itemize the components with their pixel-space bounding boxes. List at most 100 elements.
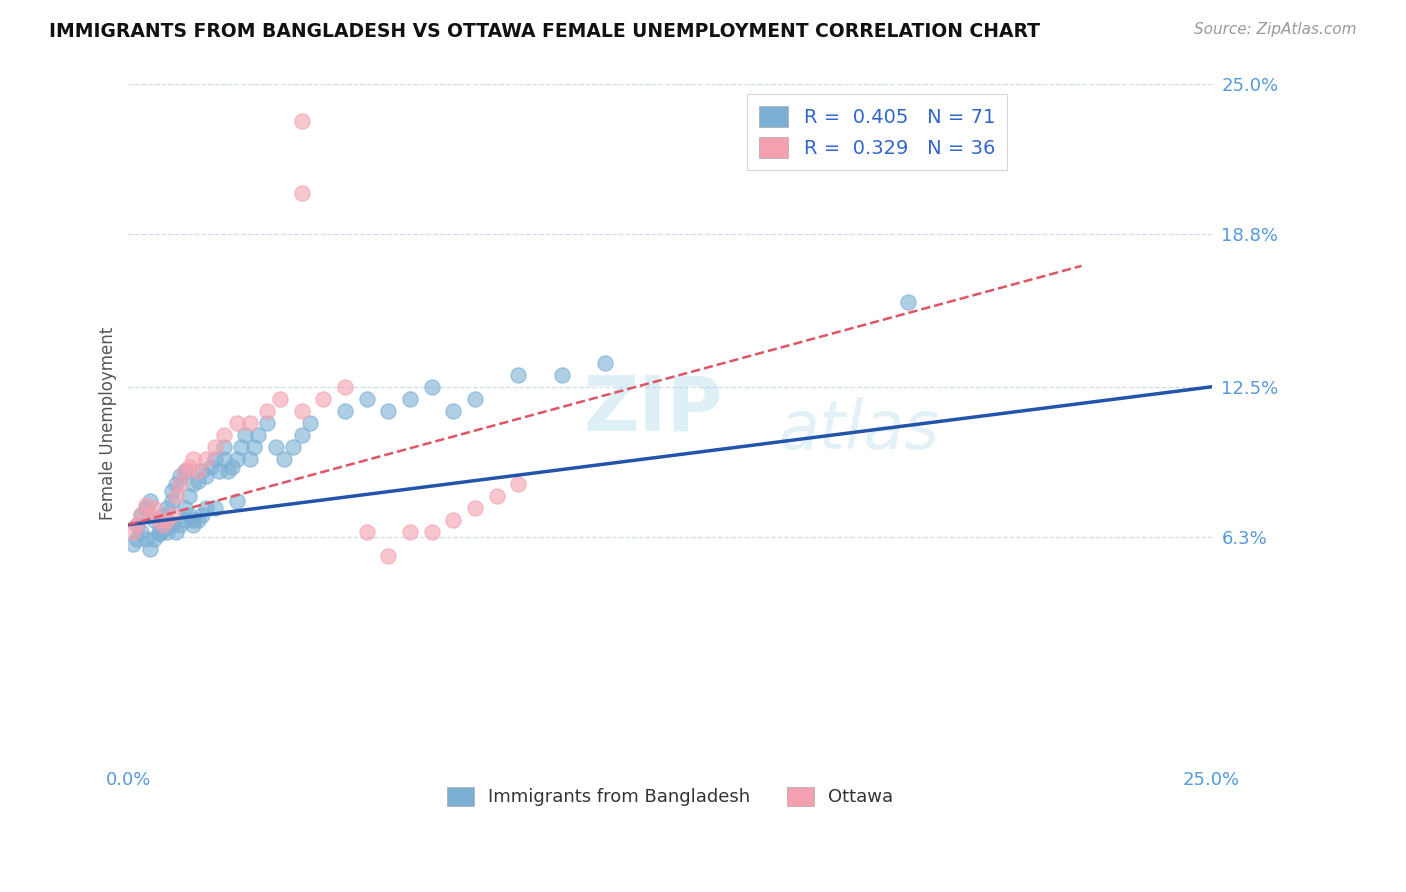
Point	[160, 493, 183, 508]
Point	[139, 508, 162, 522]
Point	[156, 513, 179, 527]
Text: Source: ZipAtlas.com: Source: ZipAtlas.com	[1194, 22, 1357, 37]
Point	[195, 500, 218, 515]
Point	[173, 500, 195, 515]
Point	[165, 489, 187, 503]
Point	[169, 517, 191, 532]
Point	[441, 513, 464, 527]
Point	[464, 500, 486, 515]
Point	[160, 508, 183, 522]
Point	[160, 517, 183, 532]
Point	[152, 517, 174, 532]
Point	[281, 440, 304, 454]
Point	[235, 428, 257, 442]
Point	[312, 392, 335, 406]
Point	[269, 392, 291, 406]
Point	[152, 517, 174, 532]
Point	[441, 404, 464, 418]
Point	[152, 523, 174, 537]
Point	[191, 465, 214, 479]
Point	[127, 517, 149, 532]
Point	[593, 356, 616, 370]
Point	[464, 392, 486, 406]
Point	[173, 465, 195, 479]
Point	[195, 469, 218, 483]
Point	[356, 392, 378, 406]
Point	[399, 524, 422, 539]
Point	[399, 392, 422, 406]
Point	[204, 500, 226, 515]
Point	[485, 489, 508, 503]
Legend: Immigrants from Bangladesh, Ottawa: Immigrants from Bangladesh, Ottawa	[440, 780, 900, 814]
Point	[169, 469, 191, 483]
Point	[179, 489, 201, 503]
Point	[173, 465, 195, 479]
Point	[131, 508, 153, 522]
Point	[204, 440, 226, 454]
Point	[333, 404, 356, 418]
Point	[165, 524, 187, 539]
Point	[143, 500, 166, 515]
Point	[160, 483, 183, 498]
Point	[243, 440, 266, 454]
Point	[377, 549, 399, 563]
Point	[165, 476, 187, 491]
Point	[291, 404, 314, 418]
Point	[183, 517, 205, 532]
Point	[273, 452, 295, 467]
Point	[127, 533, 149, 547]
Point	[247, 428, 270, 442]
Point	[139, 493, 162, 508]
Point	[229, 440, 252, 454]
Point	[377, 404, 399, 418]
Point	[291, 113, 314, 128]
Point	[212, 452, 235, 467]
Point	[225, 452, 247, 467]
Point	[135, 499, 157, 513]
Point	[256, 416, 278, 430]
Point	[204, 452, 226, 467]
Point	[291, 428, 314, 442]
Point	[221, 459, 243, 474]
Point	[143, 533, 166, 547]
Point	[148, 524, 170, 539]
Point	[508, 368, 530, 382]
Text: ZIP: ZIP	[583, 373, 723, 447]
Point	[131, 508, 153, 522]
Point	[551, 368, 574, 382]
Y-axis label: Female Unemployment: Female Unemployment	[100, 326, 117, 520]
Point	[239, 452, 262, 467]
Point	[200, 459, 222, 474]
Point	[179, 459, 201, 474]
Point	[212, 428, 235, 442]
Point	[420, 380, 443, 394]
Point	[139, 541, 162, 556]
Point	[187, 474, 209, 488]
Point	[143, 513, 166, 527]
Point	[121, 537, 143, 551]
Point	[121, 524, 143, 539]
Point	[291, 186, 314, 201]
Point	[264, 440, 287, 454]
Point	[299, 416, 322, 430]
Point	[127, 517, 149, 532]
Point	[173, 513, 195, 527]
Point	[333, 380, 356, 394]
Point	[135, 533, 157, 547]
Point	[225, 493, 247, 508]
Text: atlas: atlas	[779, 397, 939, 463]
Point	[179, 508, 201, 522]
Point	[187, 465, 209, 479]
Point	[148, 527, 170, 541]
Point	[148, 513, 170, 527]
Point	[156, 500, 179, 515]
Point	[131, 524, 153, 539]
Point	[187, 513, 209, 527]
Point	[183, 452, 205, 467]
Point	[152, 508, 174, 522]
Point	[183, 476, 205, 491]
Point	[508, 476, 530, 491]
Point	[420, 524, 443, 539]
Point	[356, 524, 378, 539]
Point	[135, 500, 157, 515]
